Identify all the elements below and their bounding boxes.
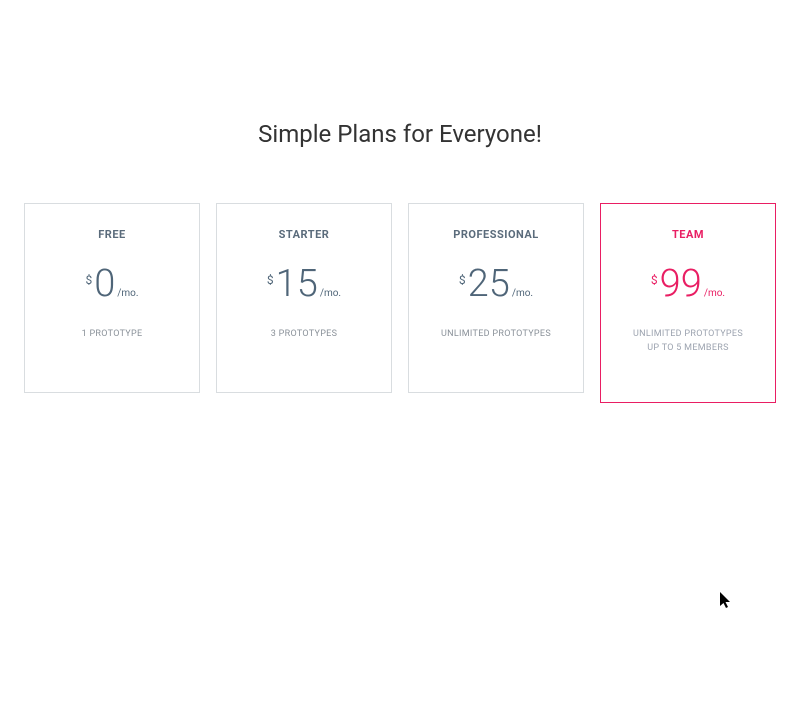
currency-symbol: $ — [267, 273, 274, 287]
plan-feature: UNLIMITED PROTOTYPES — [611, 327, 765, 341]
plan-feature: 1 PROTOTYPE — [35, 327, 189, 341]
plan-price: $ 15 /mo. — [227, 265, 381, 303]
plan-card-starter[interactable]: STARTER $ 15 /mo. 3 PROTOTYPES — [216, 203, 392, 393]
plan-name: TEAM — [611, 228, 765, 241]
page-title: Simple Plans for Everyone! — [0, 120, 800, 148]
currency-symbol: $ — [651, 273, 658, 287]
price-amount: 25 — [468, 265, 510, 303]
price-period: /mo. — [704, 288, 725, 299]
currency-symbol: $ — [459, 273, 466, 287]
plan-feature: UP TO 5 MEMBERS — [611, 341, 765, 355]
plan-name: STARTER — [227, 228, 381, 241]
plan-price: $ 25 /mo. — [419, 265, 573, 303]
plan-name: PROFESSIONAL — [419, 228, 573, 241]
price-amount: 99 — [660, 265, 702, 303]
plan-price: $ 99 /mo. — [611, 265, 765, 303]
cursor-icon — [720, 592, 734, 610]
plan-card-professional[interactable]: PROFESSIONAL $ 25 /mo. UNLIMITED PROTOTY… — [408, 203, 584, 393]
price-period: /mo. — [512, 288, 533, 299]
currency-symbol: $ — [85, 273, 92, 287]
plan-feature: UNLIMITED PROTOTYPES — [419, 327, 573, 341]
price-amount: 0 — [94, 265, 115, 303]
plans-container: FREE $ 0 /mo. 1 PROTOTYPE STARTER $ 15 /… — [0, 203, 800, 403]
price-amount: 15 — [276, 265, 318, 303]
plan-card-free[interactable]: FREE $ 0 /mo. 1 PROTOTYPE — [24, 203, 200, 393]
plan-card-team[interactable]: TEAM $ 99 /mo. UNLIMITED PROTOTYPES UP T… — [600, 203, 776, 403]
plan-feature: 3 PROTOTYPES — [227, 327, 381, 341]
price-period: /mo. — [117, 288, 138, 299]
plan-name: FREE — [35, 228, 189, 241]
price-period: /mo. — [320, 288, 341, 299]
plan-price: $ 0 /mo. — [35, 265, 189, 303]
